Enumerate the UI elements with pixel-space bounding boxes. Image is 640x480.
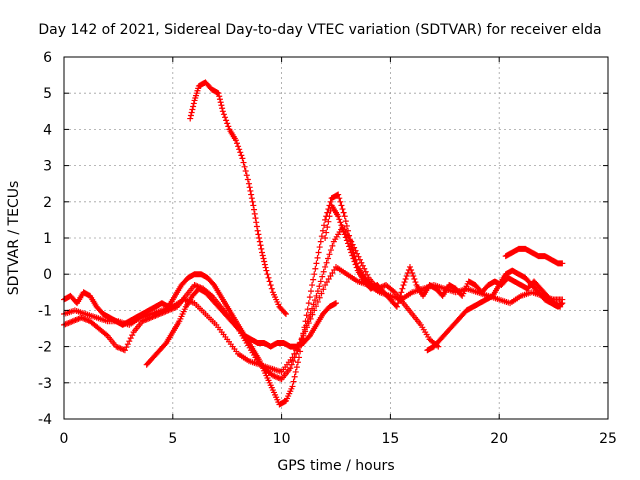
series-track-f (424, 267, 566, 354)
y-tick-label: 3 (43, 159, 52, 175)
plus-markers (424, 267, 566, 354)
y-tick-label: 5 (43, 86, 52, 102)
y-tick-label: 2 (43, 195, 52, 211)
series-track-a (187, 79, 289, 318)
plus-markers (322, 202, 564, 310)
y-tick-label: 0 (43, 267, 52, 283)
x-tick-label: 15 (381, 431, 399, 447)
data-points (61, 79, 566, 408)
plus-markers (187, 79, 289, 318)
chart-title: Day 142 of 2021, Sidereal Day-to-day VTE… (38, 22, 601, 38)
series-track-c (61, 224, 442, 383)
y-tick-label: 4 (43, 122, 52, 138)
plus-markers (61, 224, 442, 383)
plus-markers (143, 285, 339, 368)
tick-labels: 0 5 10 15 20 25 -4 -3 -2 -1 0 1 2 3 4 5 6 (38, 50, 617, 447)
series-track-e (143, 285, 339, 368)
x-tick-label: 5 (168, 431, 177, 447)
y-tick-label: -3 (38, 376, 52, 392)
y-tick-label: -1 (38, 303, 52, 319)
x-tick-label: 10 (273, 431, 291, 447)
y-tick-label: -2 (38, 340, 52, 356)
plus-markers (502, 245, 566, 267)
series-track-h (322, 202, 564, 310)
x-axis-label: GPS time / hours (277, 458, 394, 474)
x-tick-label: 20 (490, 431, 508, 447)
y-tick-label: -4 (38, 412, 52, 428)
series-track-g (502, 245, 566, 267)
y-tick-label: 6 (43, 50, 52, 66)
y-tick-label: 1 (43, 231, 52, 247)
x-tick-label: 25 (599, 431, 617, 447)
y-axis-label: SDTVAR / TECUs (6, 181, 22, 296)
x-tick-label: 0 (60, 431, 69, 447)
